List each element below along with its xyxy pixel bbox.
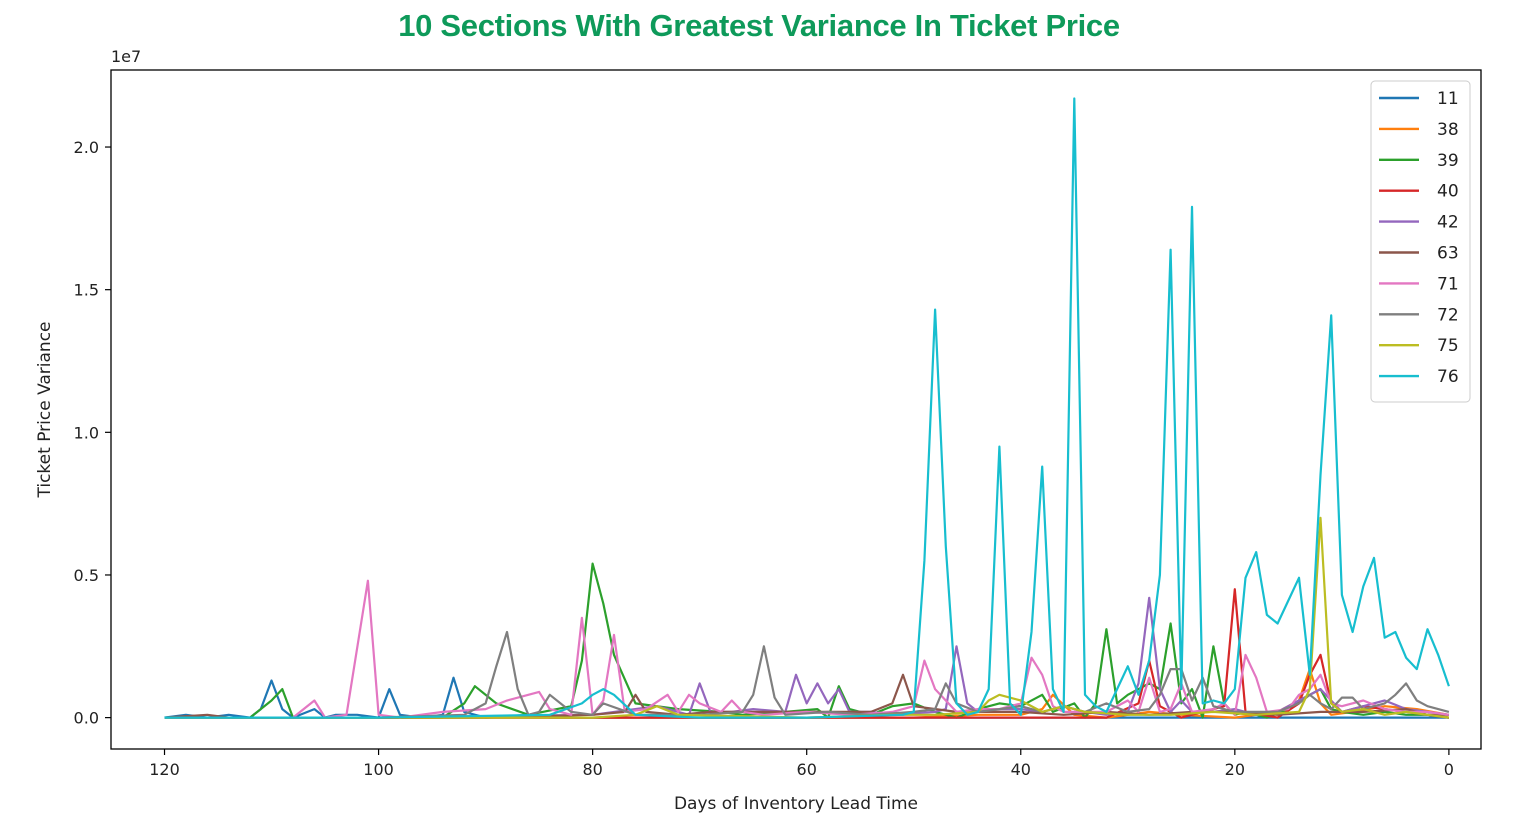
y-axis-label: Ticket Price Variance: [35, 321, 55, 498]
chart-title: 10 Sections With Greatest Variance In Ti…: [398, 8, 1120, 43]
legend-label-42: 42: [1437, 213, 1459, 233]
legend-label-11: 11: [1437, 89, 1459, 109]
y-tick-label: 1.5: [74, 281, 99, 300]
plot-frame: [110, 69, 1482, 750]
x-tick-label: 0: [1444, 760, 1454, 779]
y-tick-label: 2.0: [74, 138, 99, 157]
x-tick-label: 20: [1225, 760, 1245, 779]
series-line-39: [164, 562, 1450, 719]
y-tick-label: 1.0: [74, 423, 99, 442]
series-line-72: [164, 630, 1450, 719]
x-tick-label: 100: [363, 760, 394, 779]
y-axis: 0.0 0.5 1.0 1.5 2.0: [74, 138, 111, 728]
legend-label-39: 39: [1437, 151, 1459, 171]
x-tick-label: 40: [1011, 760, 1031, 779]
x-axis-label: Days of Inventory Lead Time: [674, 794, 918, 814]
x-axis: 120 100 80 60 40 20 0: [149, 749, 1454, 779]
legend: 11 38 39 40 42 63 71 72 75 76: [1370, 80, 1471, 403]
y-tick-label: 0.5: [74, 566, 99, 585]
x-tick-label: 120: [149, 760, 180, 779]
series-layer: [164, 97, 1450, 719]
series-line-42: [164, 596, 1450, 719]
legend-label-76: 76: [1437, 367, 1459, 387]
series-line-76: [164, 97, 1450, 719]
legend-box: [1370, 80, 1471, 403]
series-line-75: [164, 516, 1450, 719]
y-tick-label: 0.0: [74, 709, 99, 728]
legend-label-40: 40: [1437, 182, 1459, 202]
legend-label-63: 63: [1437, 244, 1459, 264]
legend-label-75: 75: [1437, 336, 1459, 356]
legend-label-71: 71: [1437, 274, 1459, 294]
legend-label-38: 38: [1437, 120, 1459, 140]
x-tick-label: 80: [582, 760, 602, 779]
series-line-71: [164, 579, 1450, 719]
y-offset-label: 1e7: [111, 47, 141, 66]
legend-label-72: 72: [1437, 305, 1459, 325]
x-tick-label: 60: [797, 760, 817, 779]
